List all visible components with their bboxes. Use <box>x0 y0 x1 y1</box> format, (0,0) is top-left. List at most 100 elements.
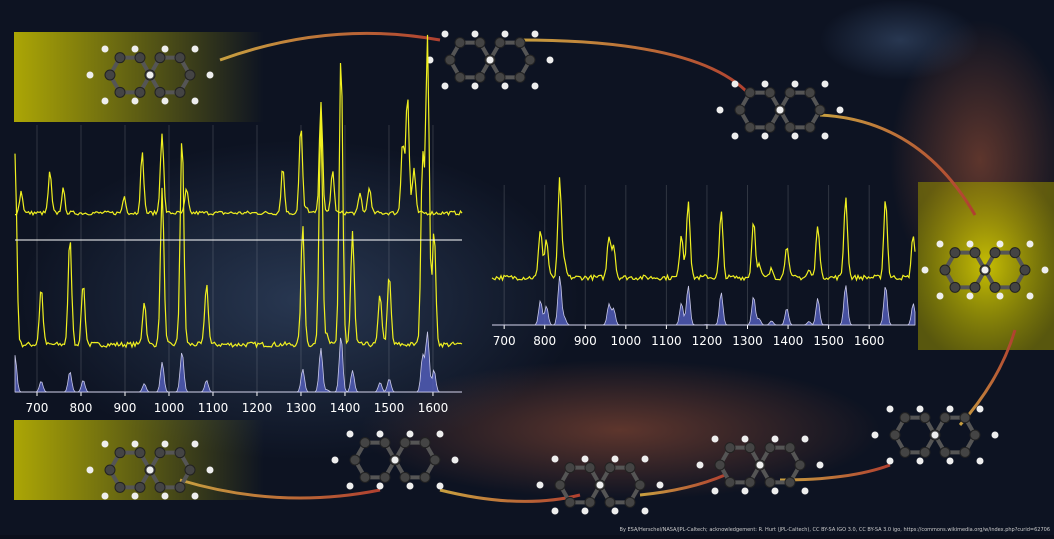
carbon-atom <box>115 53 125 63</box>
hydrogen-atom <box>532 31 539 38</box>
hydrogen-atom <box>997 292 1004 299</box>
carbon-atom <box>745 443 755 453</box>
carbon-atom <box>495 38 505 48</box>
hydrogen-atom <box>977 457 984 464</box>
carbon-atom <box>950 282 960 292</box>
carbon-atom <box>960 413 970 423</box>
carbon-atom <box>105 70 115 80</box>
hydrogen-atom <box>132 492 139 499</box>
carbon-atom <box>585 497 595 507</box>
carbon-atom <box>565 497 575 507</box>
carbon-atom <box>350 455 360 465</box>
carbon-atom <box>445 55 455 65</box>
carbon-atom <box>960 447 970 457</box>
hydrogen-atom <box>547 57 554 64</box>
hydrogen-atom <box>162 97 169 104</box>
hydrogen-atom <box>207 72 214 79</box>
x-tick-label: 1600 <box>418 401 449 415</box>
hydrogen-atom <box>977 406 984 413</box>
carbon-atom <box>920 447 930 457</box>
hydrogen-atom <box>552 507 559 514</box>
hydrogen-atom <box>887 406 894 413</box>
hydrogen-atom <box>642 507 649 514</box>
hydrogen-atom <box>612 456 619 463</box>
carbon-atom <box>430 455 440 465</box>
carbon-atom <box>525 55 535 65</box>
hydrogen-atom <box>332 457 339 464</box>
hydrogen-atom <box>772 487 779 494</box>
hydrogen-atom <box>762 81 769 88</box>
carbon-atom <box>515 38 525 48</box>
carbon-atom <box>920 413 930 423</box>
carbon-atom <box>420 472 430 482</box>
carbon-atom <box>135 482 145 492</box>
x-tick-label: 800 <box>70 401 93 415</box>
carbon-atom <box>360 472 370 482</box>
carbon-atom <box>360 438 370 448</box>
x-tick-label: 700 <box>493 334 516 348</box>
carbon-atom <box>155 87 165 97</box>
carbon-atom <box>175 53 185 63</box>
hydrogen-atom <box>917 406 924 413</box>
hydrogen-atom <box>967 241 974 248</box>
hydrogen-atom <box>132 46 139 53</box>
carbon-atom <box>155 448 165 458</box>
carbon-atom <box>1010 282 1020 292</box>
hydrogen-atom <box>712 436 719 443</box>
hydrogen-atom <box>757 462 764 469</box>
hydrogen-atom <box>392 457 399 464</box>
carbon-atom <box>155 53 165 63</box>
x-tick-label: 1100 <box>651 334 682 348</box>
hydrogen-atom <box>472 82 479 89</box>
hydrogen-atom <box>452 457 459 464</box>
hydrogen-atom <box>597 482 604 489</box>
carbon-atom <box>940 447 950 457</box>
hydrogen-atom <box>762 132 769 139</box>
hydrogen-atom <box>817 462 824 469</box>
x-tick-label: 1600 <box>854 334 885 348</box>
carbon-atom <box>970 248 980 258</box>
carbon-atom <box>400 472 410 482</box>
carbon-atom <box>380 438 390 448</box>
hydrogen-atom <box>967 292 974 299</box>
x-tick-label: 700 <box>26 401 49 415</box>
hydrogen-atom <box>717 107 724 114</box>
carbon-atom <box>735 105 745 115</box>
carbon-atom <box>115 448 125 458</box>
hydrogen-atom <box>982 267 989 274</box>
carbon-atom <box>185 465 195 475</box>
carbon-atom <box>455 38 465 48</box>
carbon-atom <box>585 463 595 473</box>
hydrogen-atom <box>162 492 169 499</box>
carbon-atom <box>950 248 960 258</box>
carbon-atom <box>970 430 980 440</box>
hydrogen-atom <box>442 31 449 38</box>
x-tick-label: 1400 <box>773 334 804 348</box>
hydrogen-atom <box>777 107 784 114</box>
hydrogen-atom <box>657 482 664 489</box>
carbon-atom <box>805 88 815 98</box>
carbon-atom <box>940 265 950 275</box>
carbon-atom <box>1010 248 1020 258</box>
hydrogen-atom <box>162 46 169 53</box>
carbon-atom <box>745 122 755 132</box>
carbon-atom <box>495 72 505 82</box>
x-tick-label: 900 <box>114 401 137 415</box>
hydrogen-atom <box>802 436 809 443</box>
hydrogen-atom <box>732 81 739 88</box>
carbon-atom <box>115 482 125 492</box>
carbon-atom <box>625 463 635 473</box>
hydrogen-atom <box>347 482 354 489</box>
x-tick-label: 1200 <box>692 334 723 348</box>
carbon-atom <box>990 282 1000 292</box>
carbon-atom <box>400 438 410 448</box>
carbon-atom <box>515 72 525 82</box>
carbon-atom <box>565 463 575 473</box>
hydrogen-atom <box>87 467 94 474</box>
hydrogen-atom <box>947 406 954 413</box>
x-tick-label: 800 <box>533 334 556 348</box>
hydrogen-atom <box>162 441 169 448</box>
hydrogen-atom <box>1027 241 1034 248</box>
hydrogen-atom <box>407 431 414 438</box>
highlight <box>14 32 264 122</box>
